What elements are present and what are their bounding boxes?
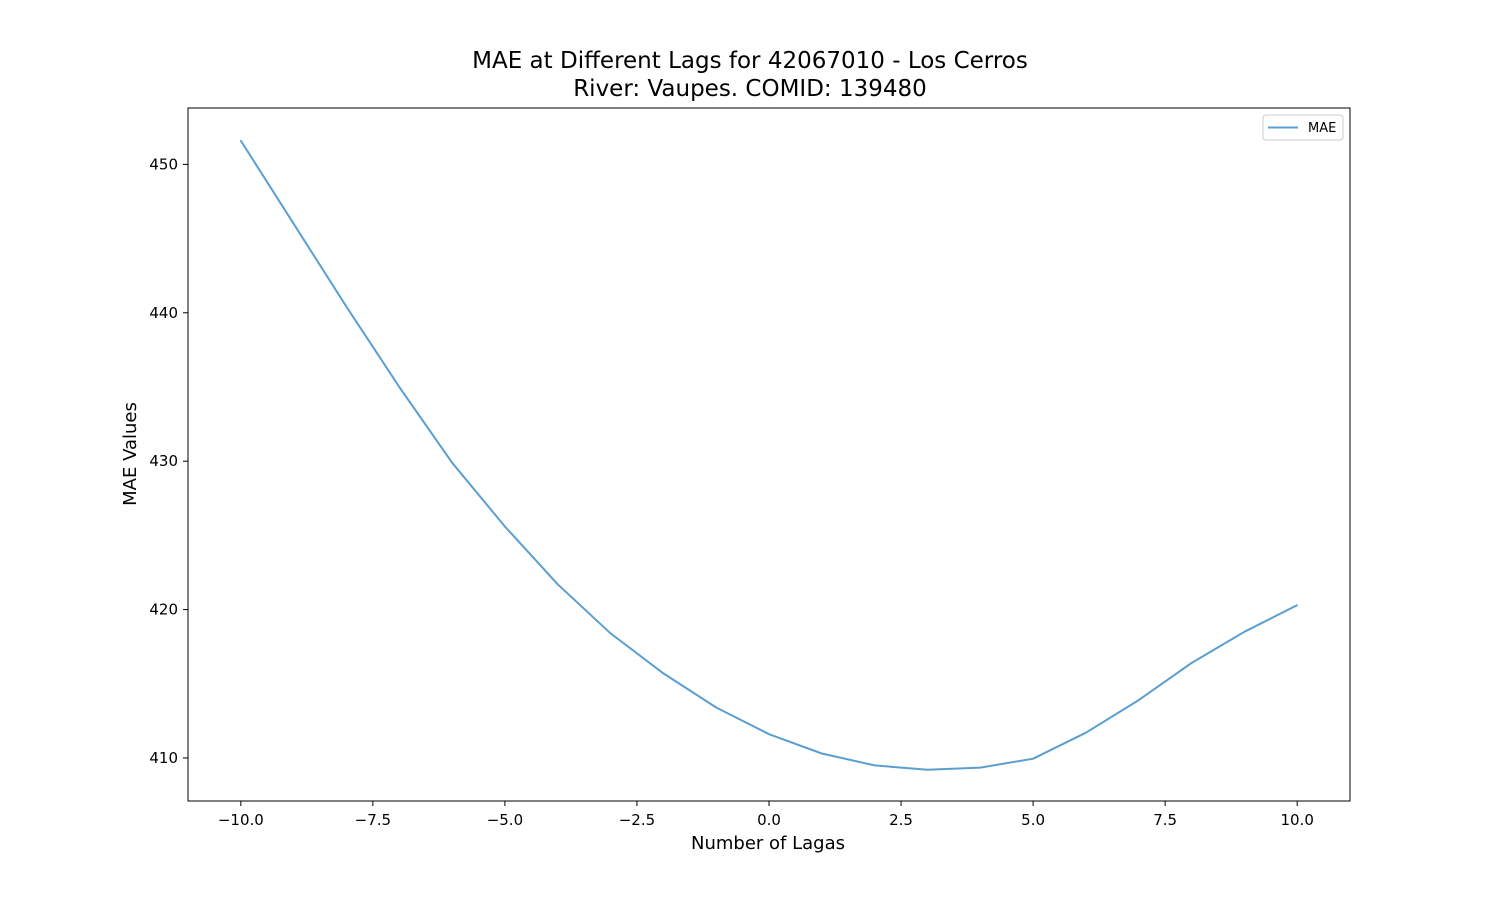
x-tick-label: 0.0 xyxy=(757,811,781,829)
chart-title-line-2: River: Vaupes. COMID: 139480 xyxy=(573,76,927,102)
series-layer xyxy=(239,139,1298,771)
x-axis-ticks: −10.0 −7.5 −5.0 −2.5 0.0 2.5 5.0 7.5 10.0 xyxy=(218,801,1314,829)
data-point xyxy=(345,306,348,308)
data-point xyxy=(292,222,295,225)
x-tick-label: 2.5 xyxy=(889,811,913,829)
legend-label-mae: MAE xyxy=(1308,121,1336,136)
data-point xyxy=(1296,604,1298,606)
axes-frame xyxy=(187,107,1351,802)
x-tick-label: −2.5 xyxy=(619,811,655,829)
data-point xyxy=(398,386,401,388)
y-tick-label: 430 xyxy=(149,452,178,470)
data-point xyxy=(873,764,876,767)
x-tick-label: 7.5 xyxy=(1153,811,1177,829)
y-tick-label: 450 xyxy=(149,155,178,173)
y-axis-ticks: 410 420 430 440 450 xyxy=(149,155,188,767)
legend-box xyxy=(1262,114,1344,141)
data-point xyxy=(1190,662,1193,664)
series-line-mae xyxy=(239,140,1298,771)
data-point xyxy=(556,583,559,586)
y-tick-label: 410 xyxy=(149,749,178,767)
data-point xyxy=(1032,757,1034,760)
data-point xyxy=(662,672,665,675)
data-point xyxy=(715,706,717,709)
legend: MAE xyxy=(1262,114,1344,141)
y-tick-label: 440 xyxy=(149,304,178,322)
data-point xyxy=(1137,699,1140,701)
x-tick-label: 10.0 xyxy=(1280,811,1313,829)
data-point xyxy=(609,632,612,635)
x-axis-label: Number of Lagas xyxy=(691,833,845,854)
data-point xyxy=(240,139,242,142)
data-point xyxy=(768,733,770,736)
x-tick-label: −10.0 xyxy=(218,811,264,829)
data-point xyxy=(504,525,506,528)
y-axis-label: MAE Values xyxy=(120,402,141,506)
data-point xyxy=(451,461,453,464)
data-point xyxy=(1243,631,1246,633)
data-point xyxy=(821,752,823,755)
x-tick-label: −5.0 xyxy=(487,811,523,829)
y-tick-label: 420 xyxy=(149,601,178,619)
x-tick-label: −7.5 xyxy=(355,811,391,829)
data-point xyxy=(979,766,982,769)
data-point xyxy=(926,769,929,771)
chart-title-line-1: MAE at Different Lags for 42067010 - Los… xyxy=(472,48,1028,74)
x-tick-label: 5.0 xyxy=(1021,811,1045,829)
data-point xyxy=(1085,731,1087,734)
